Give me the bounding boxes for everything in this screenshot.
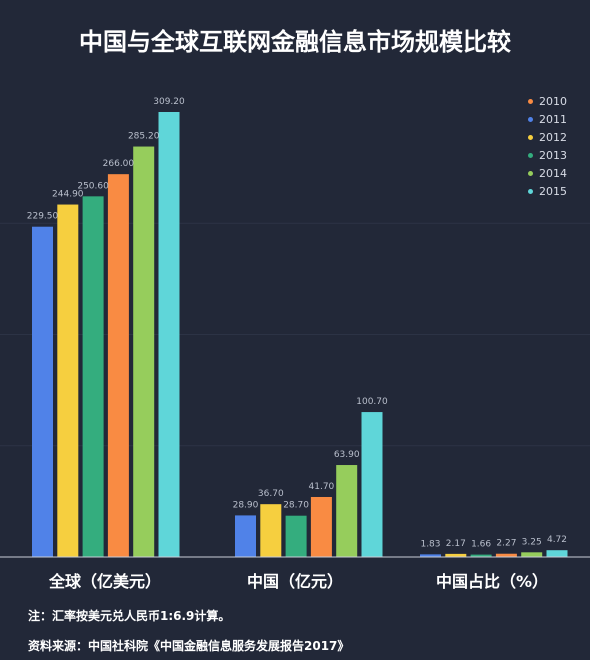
legend-label: 2010 — [539, 95, 567, 108]
data-label-2-2013: 1.66 — [471, 540, 491, 550]
bar-2-2011 — [420, 554, 441, 557]
data-label-1-2011: 28.90 — [233, 500, 259, 510]
legend-item-2015: 2015 — [528, 183, 567, 201]
bar-1-2013 — [285, 515, 307, 557]
legend-item-2013: 2013 — [528, 147, 567, 165]
legend-swatch — [528, 116, 533, 122]
bar-0-2011 — [32, 226, 53, 557]
legend-item-2010: 2010 — [528, 93, 567, 111]
data-label-2-2012: 2.17 — [446, 539, 466, 549]
legend-label: 2012 — [539, 131, 567, 144]
legend-swatch — [528, 134, 533, 140]
footnote: 注：汇率按美元兑人民币1:6.9计算。 — [28, 609, 231, 623]
bar-0-2010 — [107, 174, 129, 558]
data-label-1-2015: 100.70 — [356, 397, 388, 407]
legend-swatch — [528, 98, 533, 104]
data-label-1-2010: 41.70 — [309, 482, 335, 492]
legend: 2010 2011 2012 2013 2014 2015 — [528, 93, 567, 201]
data-label-1-2014: 63.90 — [334, 450, 360, 460]
bar-0-2015 — [158, 112, 180, 557]
chart-title: 中国与全球互联网金融信息市场规模比较 — [79, 28, 511, 56]
data-label-1-2012: 36.70 — [258, 489, 284, 499]
bar-1-2015 — [361, 412, 383, 557]
data-label-2-2014: 3.25 — [522, 537, 542, 547]
data-label-2-2011: 1.83 — [420, 539, 440, 549]
bar-2-2014 — [521, 552, 543, 557]
data-label-2-2015: 4.72 — [547, 535, 567, 545]
bar-1-2011 — [235, 515, 256, 557]
bar-1-2014 — [336, 465, 358, 557]
data-label-0-2013: 250.60 — [77, 181, 109, 191]
bar-0-2013 — [82, 196, 104, 557]
data-label-0-2012: 244.90 — [52, 190, 84, 200]
legend-swatch — [528, 152, 533, 158]
bar-1-2010 — [310, 496, 332, 557]
data-label-0-2015: 309.20 — [153, 97, 185, 107]
data-label-0-2014: 285.20 — [128, 132, 160, 142]
legend-swatch — [528, 188, 533, 194]
bars — [32, 112, 568, 558]
category-label-0: 全球（亿美元） — [48, 572, 161, 591]
legend-label: 2013 — [539, 149, 567, 162]
category-label-2: 中国占比（%） — [435, 572, 549, 591]
legend-item-2014: 2014 — [528, 165, 567, 183]
legend-item-2011: 2011 — [528, 111, 567, 129]
legend-label: 2011 — [539, 113, 567, 126]
bar-0-2012 — [57, 204, 79, 558]
data-label-0-2011: 229.50 — [27, 212, 59, 222]
legend-item-2012: 2012 — [528, 129, 567, 147]
data-label-1-2013: 28.70 — [283, 501, 309, 511]
bar-1-2012 — [260, 504, 282, 557]
legend-label: 2015 — [539, 185, 567, 198]
bar-2-2010 — [495, 553, 517, 557]
bar-2-2015 — [546, 550, 568, 557]
source-note: 资料来源：中国社科院《中国金融信息服务发展报告2017》 — [28, 639, 350, 653]
data-label-0-2010: 266.00 — [103, 159, 135, 169]
legend-label: 2014 — [539, 167, 567, 180]
bar-2-2013 — [470, 554, 492, 557]
category-label-1: 中国（亿元） — [246, 572, 343, 591]
data-label-2-2010: 2.27 — [496, 539, 516, 549]
bar-0-2014 — [133, 146, 155, 557]
bar-2-2012 — [445, 553, 467, 557]
legend-swatch — [528, 170, 533, 176]
